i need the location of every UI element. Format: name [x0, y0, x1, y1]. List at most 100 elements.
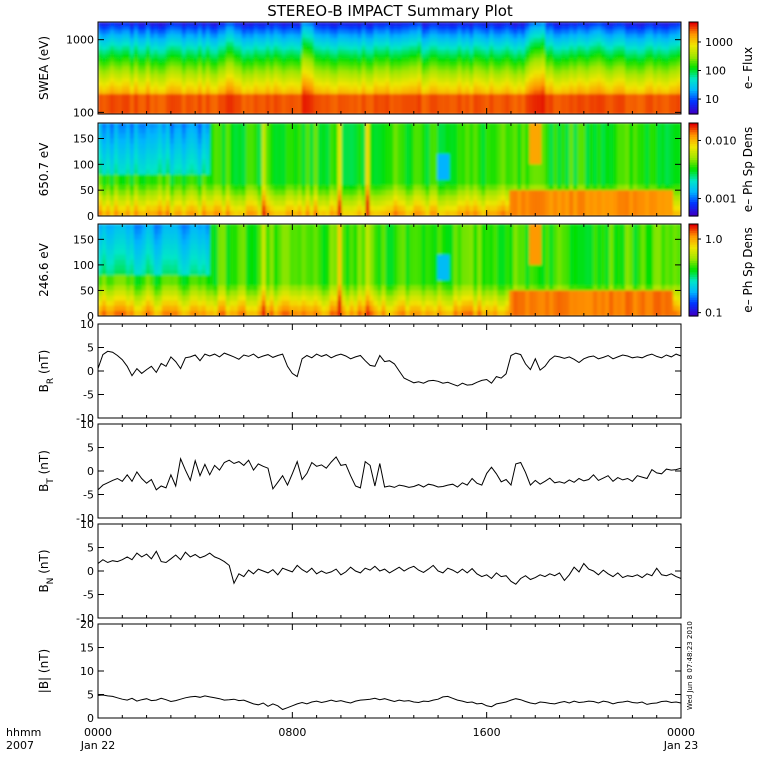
pitch-cell — [185, 148, 191, 155]
swea-cell — [401, 26, 407, 31]
pitch-cell — [401, 159, 407, 165]
swea-cell — [617, 102, 622, 107]
swea-cell — [149, 22, 155, 27]
swea-cell — [301, 30, 307, 35]
pitch-cell — [381, 148, 387, 155]
swea-cell — [561, 94, 566, 99]
swea-cell — [609, 98, 614, 103]
pitch-cell — [357, 185, 363, 191]
swea-cell — [485, 38, 490, 43]
pitch-cell — [349, 195, 355, 202]
swea-cell — [353, 38, 359, 43]
swea-cell — [113, 94, 119, 99]
swea-cell — [201, 106, 207, 111]
swea-cell — [529, 22, 534, 27]
pitch-cell — [165, 148, 171, 155]
swea-cell — [389, 90, 395, 95]
pitch-cell — [437, 185, 443, 191]
pitch-cell — [405, 159, 411, 165]
pitch-cell — [153, 143, 159, 150]
swea-cell — [601, 66, 606, 71]
swea-cell — [537, 42, 542, 47]
swea-cell — [385, 34, 391, 39]
pitch-cell — [137, 133, 143, 140]
swea-cell — [265, 70, 271, 75]
swea-cell — [553, 26, 558, 31]
swea-cell — [105, 22, 111, 27]
swea-cell — [461, 102, 466, 107]
swea-cell — [121, 106, 127, 111]
swea-cell — [645, 34, 650, 39]
pitch-cell — [429, 128, 435, 134]
swea-cell — [613, 98, 618, 103]
swea-cell — [633, 22, 638, 27]
swea-cell — [301, 54, 307, 59]
pitch-cell — [313, 190, 319, 196]
swea-cell — [181, 34, 187, 39]
swea-cell — [213, 54, 219, 59]
swea-cell — [301, 70, 307, 75]
pitch-cell — [309, 143, 315, 150]
swea-cell — [469, 50, 474, 55]
pitch-cell — [161, 210, 167, 216]
pitch-cell — [421, 190, 427, 196]
swea-cell — [109, 22, 115, 27]
swea-cell — [597, 26, 602, 31]
swea-cell — [261, 50, 267, 55]
swea-cell — [649, 34, 654, 39]
pitch-cell — [373, 190, 379, 196]
pitch-cell — [309, 174, 315, 181]
swea-cell — [133, 62, 139, 67]
pitch-cell — [141, 174, 147, 181]
swea-cell — [385, 58, 391, 63]
pitch-cell — [197, 128, 203, 134]
swea-cell — [373, 38, 379, 43]
pitch-cell — [229, 148, 235, 155]
swea-cell — [233, 30, 239, 35]
pitch-cell — [185, 185, 191, 191]
swea-cell — [297, 78, 303, 83]
swea-cell — [245, 58, 251, 63]
pitch-cell — [161, 123, 167, 129]
pitch-cell — [397, 164, 403, 171]
swea-cell — [665, 66, 670, 71]
pitch-cell — [157, 190, 163, 196]
swea-cell — [457, 106, 462, 111]
swea-cell — [321, 26, 327, 31]
pitch-cell — [145, 143, 151, 150]
pitch-cell — [137, 169, 143, 176]
pitch-cell — [245, 169, 251, 176]
pitch-cell — [293, 123, 299, 129]
swea-cell — [557, 74, 562, 79]
pitch-cell — [153, 210, 159, 216]
swea-cell — [261, 42, 267, 47]
swea-cell — [325, 38, 331, 43]
swea-cell — [357, 62, 363, 67]
swea-cell — [377, 58, 383, 63]
swea-cell — [621, 46, 626, 51]
swea-cell — [333, 62, 339, 67]
pitch-cell — [369, 138, 375, 145]
swea-cell — [517, 50, 522, 55]
swea-cell — [185, 34, 191, 39]
swea-cell — [125, 50, 131, 55]
swea-cell — [365, 66, 371, 71]
pitch-cell — [457, 154, 462, 160]
swea-cell — [313, 102, 319, 107]
swea-cell — [185, 26, 191, 31]
pitch-cell — [213, 154, 219, 160]
pitch-cell — [305, 143, 311, 150]
swea-cell — [361, 90, 367, 95]
swea-cell — [581, 30, 586, 35]
swea-cell — [601, 62, 606, 67]
swea-cell — [469, 86, 474, 91]
pitch-cell — [401, 174, 407, 181]
swea-cell — [289, 82, 295, 87]
pitch-cell — [417, 159, 423, 165]
pitch-cell — [305, 138, 311, 145]
swea-cell — [293, 70, 299, 75]
swea-cell — [393, 90, 399, 95]
swea-cell — [557, 26, 562, 31]
swea-cell — [197, 90, 203, 95]
swea-cell — [101, 50, 107, 55]
